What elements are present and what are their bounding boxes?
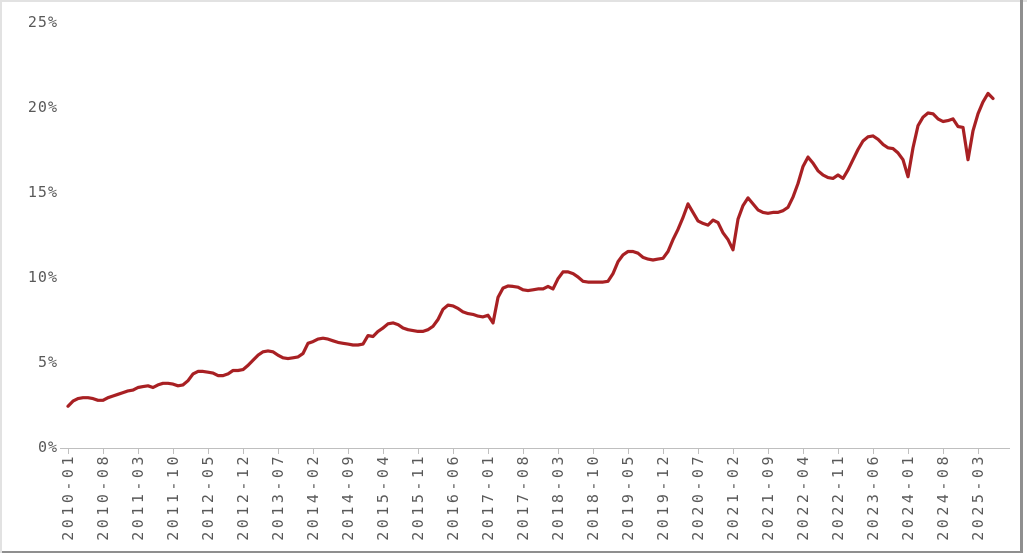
x-axis-label: 2024-08 xyxy=(934,453,952,541)
x-axis-label: 2012-05 xyxy=(199,453,217,541)
x-axis-label: 2019-05 xyxy=(619,453,637,541)
frame-border-right xyxy=(1020,0,1023,553)
x-axis-label: 2020-07 xyxy=(689,453,707,541)
x-axis-label: 2016-06 xyxy=(444,453,462,541)
x-axis-label: 2013-07 xyxy=(269,453,287,541)
x-axis-label: 2018-10 xyxy=(584,453,602,541)
x-axis-label: 2015-11 xyxy=(409,453,427,541)
y-axis-label: 0% xyxy=(37,438,58,456)
y-axis-label: 25% xyxy=(27,13,58,31)
y-axis-label: 15% xyxy=(27,183,58,201)
x-axis-label: 2012-12 xyxy=(234,453,252,541)
y-axis-label: 20% xyxy=(27,98,58,116)
x-axis-label: 2011-03 xyxy=(129,453,147,541)
y-axis-label: 5% xyxy=(37,353,58,371)
x-axis-label: 2018-03 xyxy=(549,453,567,541)
x-axis-label: 2023-06 xyxy=(864,453,882,541)
x-axis-label: 2024-01 xyxy=(899,453,917,541)
data-series-line xyxy=(66,91,995,408)
x-axis-label: 2015-04 xyxy=(374,453,392,541)
x-axis-label: 2010-01 xyxy=(59,453,77,541)
x-axis-label: 2022-04 xyxy=(794,453,812,541)
x-axis-label: 2017-08 xyxy=(514,453,532,541)
x-axis-label: 2019-12 xyxy=(654,453,672,541)
frame-border-left xyxy=(0,0,2,553)
frame-border-bottom xyxy=(2,551,1023,553)
x-axis-label: 2021-02 xyxy=(724,453,742,541)
x-axis-label: 2017-01 xyxy=(479,453,497,541)
x-axis-label: 2014-02 xyxy=(304,453,322,541)
y-axis-label: 10% xyxy=(27,268,58,286)
x-axis-label: 2025-03 xyxy=(969,453,987,541)
x-axis-label: 2010-08 xyxy=(94,453,112,541)
x-axis-label: 2022-11 xyxy=(829,453,847,541)
frame-border-top xyxy=(0,0,1027,2)
x-axis-label: 2021-09 xyxy=(759,453,777,541)
x-axis-label: 2011-10 xyxy=(164,453,182,541)
x-axis-label: 2014-09 xyxy=(339,453,357,541)
